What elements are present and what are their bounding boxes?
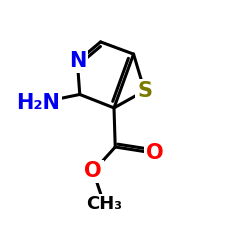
- Text: O: O: [146, 143, 163, 163]
- Text: O: O: [84, 162, 102, 182]
- Text: H₂N: H₂N: [16, 93, 60, 113]
- Text: CH₃: CH₃: [86, 196, 122, 214]
- Text: S: S: [137, 81, 152, 101]
- Text: N: N: [69, 52, 86, 72]
